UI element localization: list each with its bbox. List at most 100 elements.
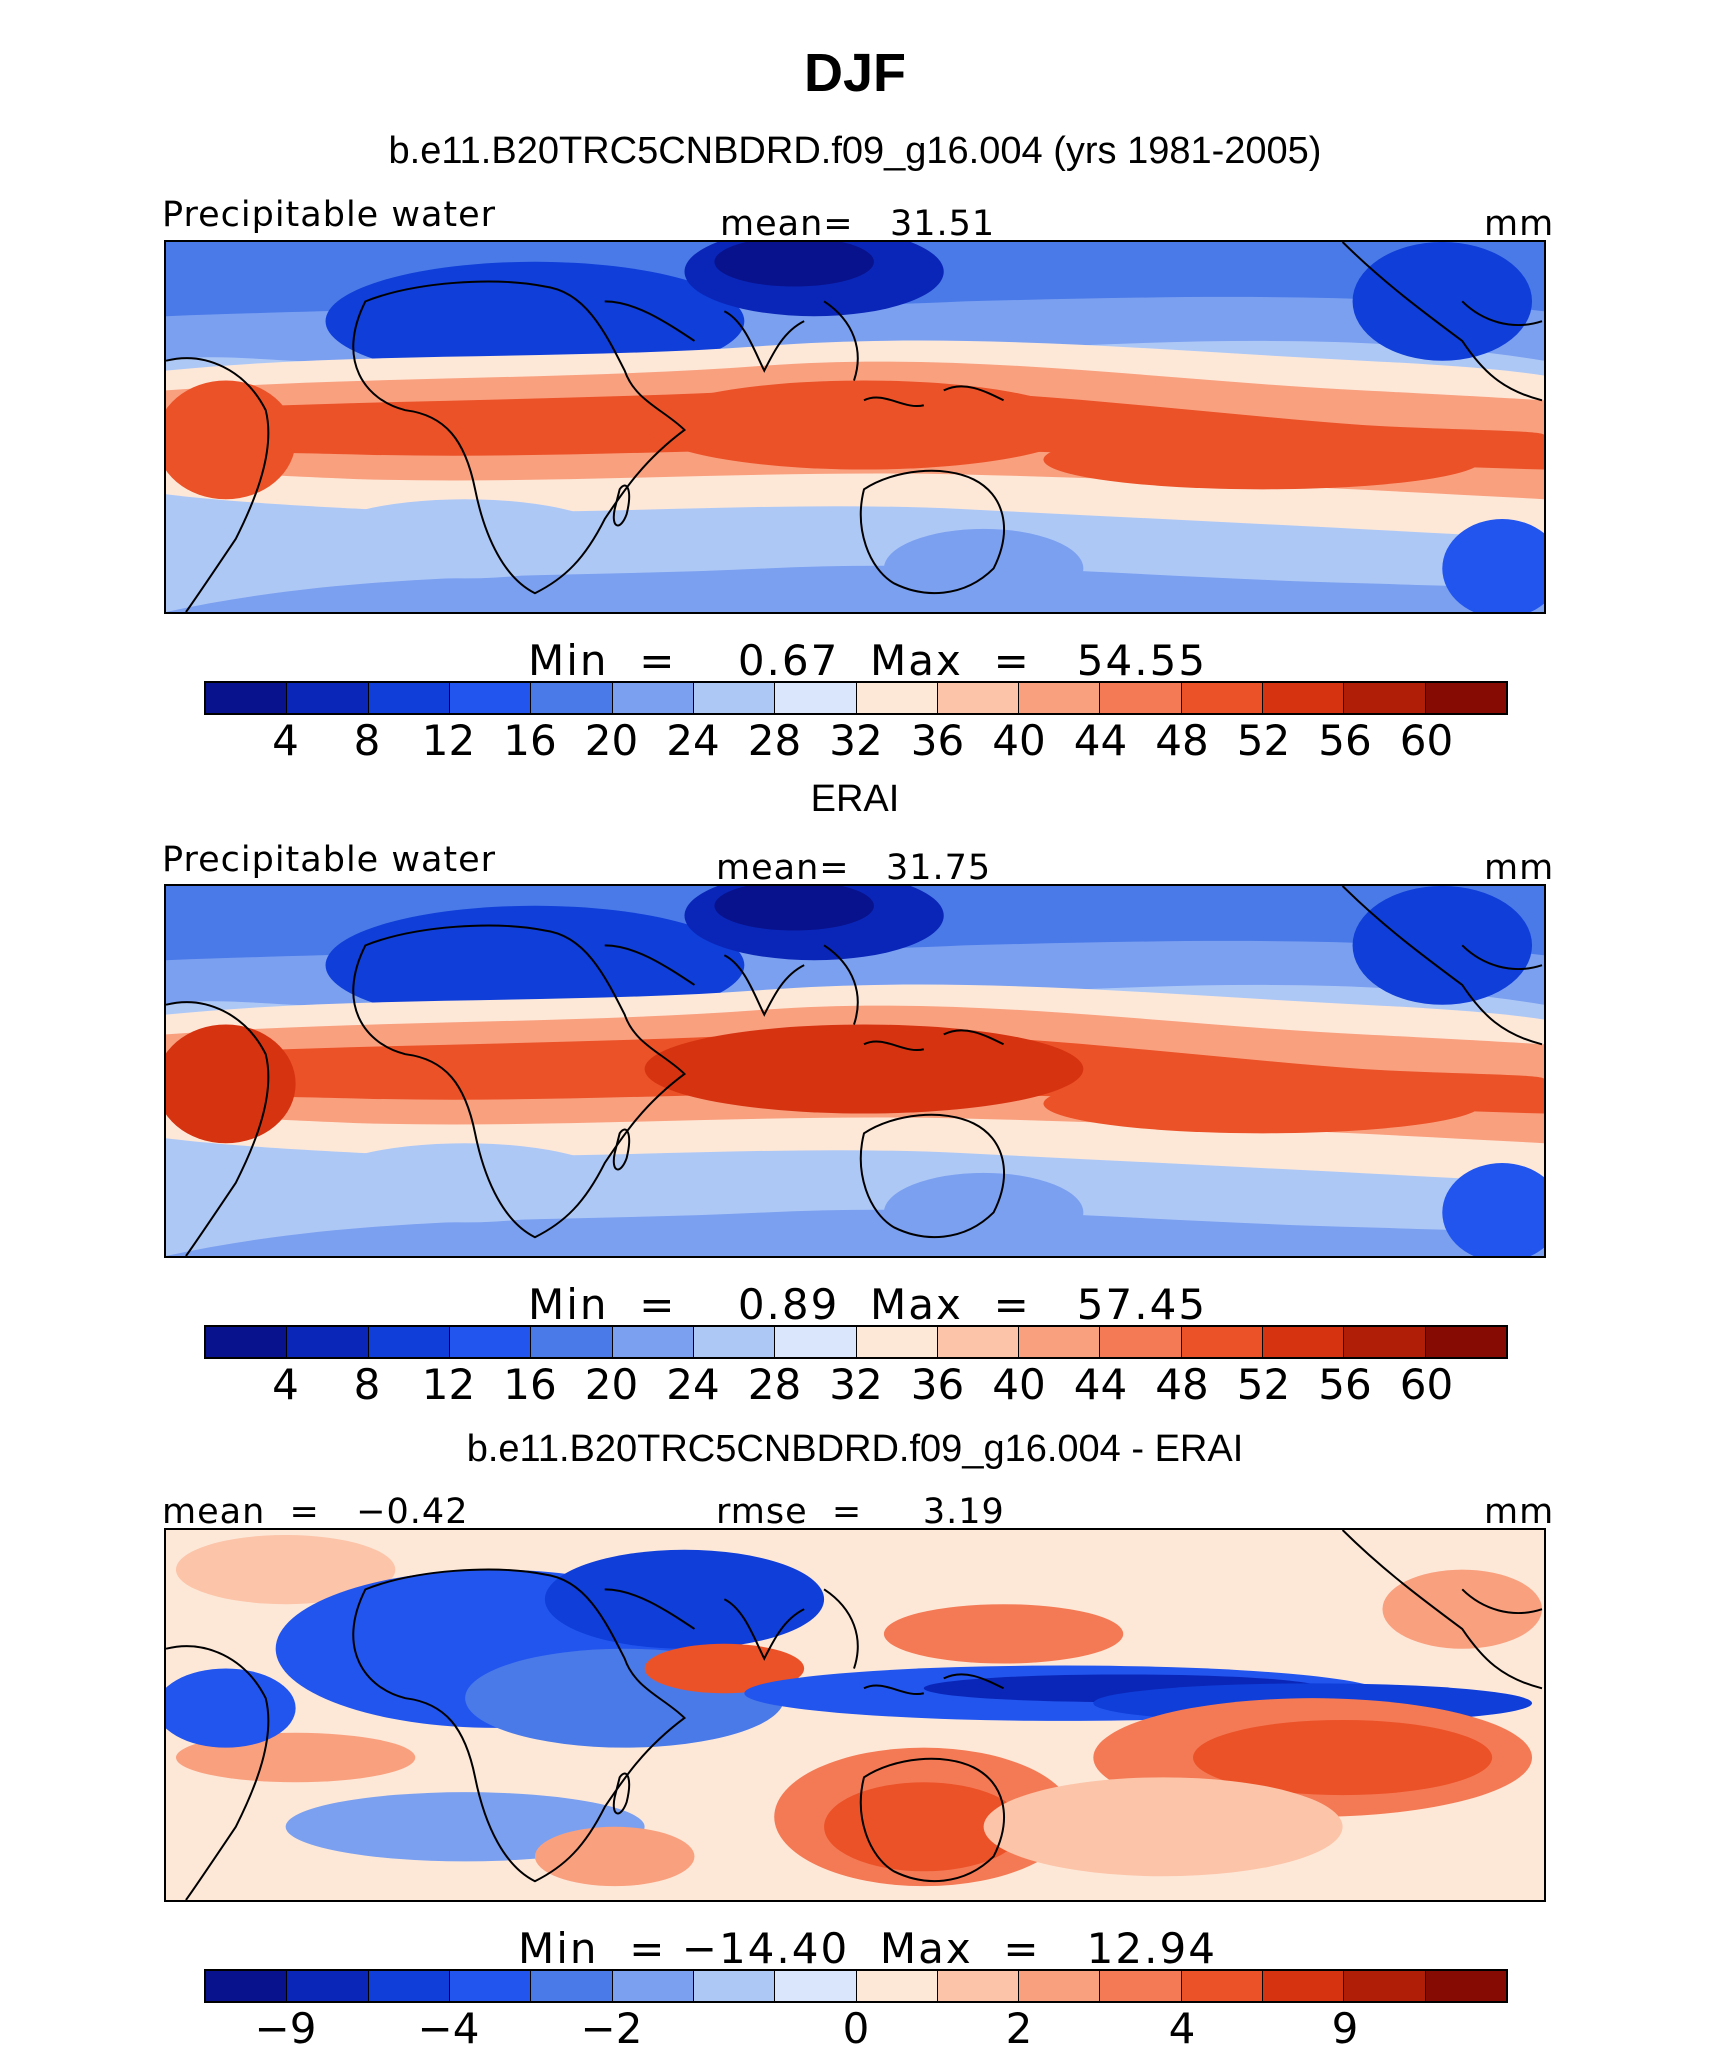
colorbar-tick-label: 36 bbox=[910, 1360, 965, 1409]
panel-2-units-label: mm bbox=[1484, 848, 1555, 888]
panel-3-colorbar bbox=[204, 1969, 1508, 2003]
colorbar-segment bbox=[287, 1971, 369, 2001]
colorbar-tick-label: 24 bbox=[666, 1360, 720, 1409]
panel-2-subtitle: ERAI bbox=[810, 778, 900, 820]
colorbar-tick-label: 9 bbox=[1331, 2004, 1359, 2053]
colorbar-segment bbox=[1100, 1327, 1182, 1357]
colorbar-tick-label: 52 bbox=[1236, 716, 1291, 765]
panel-3-rmse-label: rmse = 3.19 bbox=[716, 1492, 1005, 1532]
coastline bbox=[166, 886, 1543, 1256]
colorbar-segment bbox=[937, 1971, 1020, 2001]
colorbar-tick-label: 44 bbox=[1073, 716, 1128, 765]
colorbar-segment bbox=[1263, 683, 1345, 713]
panel-1-colorbar-ticks: 4 8 12 16 20 24 28 32 36 40 44 48 52 56 60 bbox=[0, 716, 1710, 766]
colorbar-tick-label: 16 bbox=[503, 716, 557, 765]
panel-2-colorbar-ticks: 4 8 12 16 20 24 28 32 36 40 44 48 52 56 60 bbox=[0, 1360, 1710, 1410]
colorbar-segment bbox=[612, 683, 694, 713]
panel-2-variable-label: Precipitable water bbox=[162, 840, 497, 880]
colorbar-tick-label: 40 bbox=[992, 1360, 1046, 1409]
panel-1-units-label: mm bbox=[1484, 204, 1555, 244]
colorbar-segment bbox=[1019, 1327, 1101, 1357]
colorbar-segment bbox=[368, 1971, 450, 2001]
colorbar-segment bbox=[612, 1971, 694, 2001]
colorbar-tick-label: 20 bbox=[584, 716, 639, 765]
colorbar-tick-label: 16 bbox=[503, 1360, 557, 1409]
colorbar-tick-label: 36 bbox=[910, 716, 965, 765]
colorbar-tick-label: 48 bbox=[1155, 716, 1209, 765]
colorbar-tick-label: 32 bbox=[829, 1360, 883, 1409]
colorbar-segment bbox=[1344, 683, 1426, 713]
colorbar-segment bbox=[368, 1327, 450, 1357]
colorbar-segment bbox=[775, 1327, 857, 1357]
coastline bbox=[166, 1530, 1543, 1900]
panel-1-mean-label: mean= 31.51 bbox=[720, 204, 996, 244]
colorbar-segment bbox=[287, 1327, 369, 1357]
colorbar-segment bbox=[206, 1327, 288, 1357]
figure-title: DJF bbox=[803, 43, 906, 103]
colorbar-tick-label: 28 bbox=[747, 1360, 802, 1409]
colorbar-tick-label: 56 bbox=[1318, 1360, 1372, 1409]
colorbar-segment bbox=[531, 1971, 613, 2001]
panel-1-colorbar bbox=[204, 681, 1508, 715]
colorbar-segment bbox=[856, 1971, 938, 2001]
colorbar-tick-label: 8 bbox=[353, 716, 381, 765]
colorbar-segment bbox=[449, 1327, 532, 1357]
panel-1-variable-label: Precipitable water bbox=[162, 195, 497, 235]
panel-2-min-max: Min = 0.89 Max = 57.45 bbox=[528, 1280, 1208, 1329]
colorbar-segment bbox=[531, 683, 613, 713]
colorbar-segment bbox=[856, 683, 938, 713]
colorbar-tick-label: 48 bbox=[1155, 1360, 1209, 1409]
panel-2-mean-label: mean= 31.75 bbox=[716, 848, 992, 888]
colorbar-tick-label: 20 bbox=[584, 1360, 639, 1409]
colorbar-segment bbox=[1181, 1971, 1264, 2001]
colorbar-tick-label: −4 bbox=[417, 2004, 480, 2053]
colorbar-segment bbox=[1425, 1327, 1506, 1357]
colorbar-segment bbox=[531, 1327, 613, 1357]
colorbar-tick-label: 44 bbox=[1073, 1360, 1128, 1409]
colorbar-segment bbox=[449, 1971, 532, 2001]
colorbar-segment bbox=[1019, 683, 1101, 713]
panel-3-map bbox=[164, 1528, 1546, 1902]
colorbar-tick-label: 52 bbox=[1236, 1360, 1291, 1409]
panel-3-units-label: mm bbox=[1484, 1492, 1555, 1532]
colorbar-segment bbox=[693, 683, 776, 713]
colorbar-segment bbox=[1181, 683, 1264, 713]
panel-1-subtitle: b.e11.B20TRC5CNBDRD.f09_g16.004 (yrs 198… bbox=[388, 130, 1322, 172]
panel-3-mean-label: mean = −0.42 bbox=[162, 1492, 469, 1532]
panel-1-min-max: Min = 0.67 Max = 54.55 bbox=[528, 636, 1208, 685]
colorbar-segment bbox=[206, 1971, 288, 2001]
colorbar-segment bbox=[287, 683, 369, 713]
colorbar-segment bbox=[1344, 1971, 1426, 2001]
colorbar-segment bbox=[1425, 1971, 1506, 2001]
colorbar-segment bbox=[1425, 683, 1506, 713]
colorbar-segment bbox=[937, 683, 1020, 713]
colorbar-segment bbox=[449, 683, 532, 713]
colorbar-segment bbox=[1181, 1327, 1264, 1357]
colorbar-tick-label: 12 bbox=[421, 716, 476, 765]
panel-2-map bbox=[164, 884, 1546, 1258]
colorbar-segment bbox=[1100, 683, 1182, 713]
colorbar-segment bbox=[206, 683, 288, 713]
coastline bbox=[166, 242, 1543, 612]
colorbar-tick-label: 32 bbox=[829, 716, 883, 765]
colorbar-tick-label: 60 bbox=[1399, 1360, 1454, 1409]
colorbar-tick-label: 2 bbox=[1005, 2004, 1033, 2053]
colorbar-segment bbox=[1344, 1327, 1426, 1357]
colorbar-segment bbox=[937, 1327, 1020, 1357]
colorbar-segment bbox=[1263, 1971, 1345, 2001]
panel-2-colorbar bbox=[204, 1325, 1508, 1359]
colorbar-segment bbox=[1100, 1971, 1182, 2001]
colorbar-tick-label: 28 bbox=[747, 716, 802, 765]
colorbar-segment bbox=[612, 1327, 694, 1357]
colorbar-tick-label: 12 bbox=[421, 1360, 476, 1409]
colorbar-segment bbox=[693, 1327, 776, 1357]
colorbar-tick-label: 4 bbox=[272, 716, 299, 765]
colorbar-tick-label: 40 bbox=[992, 716, 1046, 765]
colorbar-segment bbox=[775, 683, 857, 713]
panel-3-min-max: Min = −14.40 Max = 12.94 bbox=[518, 1924, 1217, 1973]
colorbar-segment bbox=[856, 1327, 938, 1357]
colorbar-segment bbox=[693, 1971, 776, 2001]
colorbar-tick-label: −9 bbox=[254, 2004, 317, 2053]
panel-1-map bbox=[164, 240, 1546, 614]
colorbar-tick-label: 4 bbox=[1168, 2004, 1196, 2053]
